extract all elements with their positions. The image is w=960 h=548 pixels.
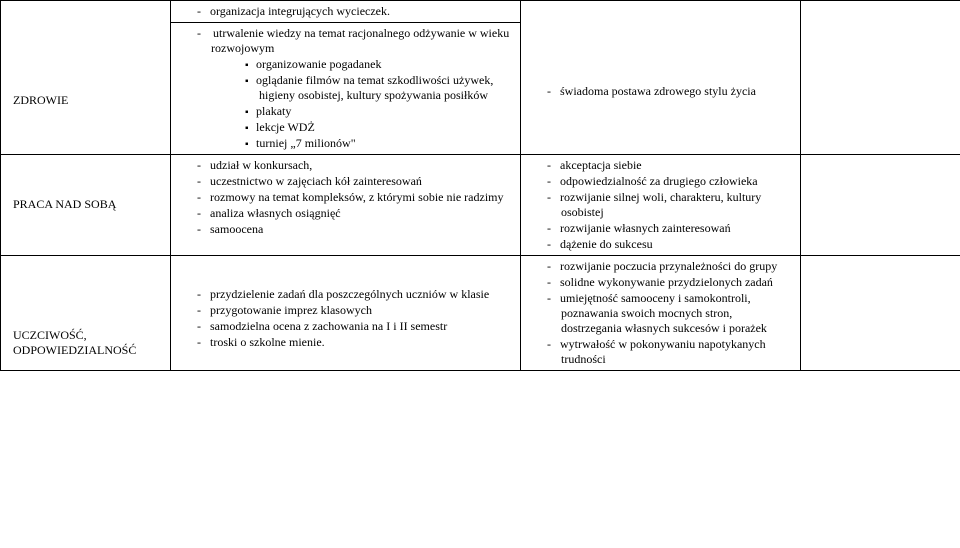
- detail-item: samoocena: [197, 222, 514, 237]
- detail-text: utrwalenie wiedzy na temat racjonalnego …: [211, 26, 509, 55]
- table-row: ZDROWIE organizacja integrujących wyciec…: [1, 1, 960, 23]
- outcome-item: umiejętność samooceny i samokontroli, po…: [547, 291, 794, 336]
- category-label: ZDROWIE: [13, 93, 68, 107]
- table-row: UCZCIWOŚĆ, ODPOWIEDZIALNOŚĆ przydzieleni…: [1, 256, 960, 371]
- detail-item: utrwalenie wiedzy na temat racjonalnego …: [197, 26, 514, 151]
- outcome-item: wytrwałość w pokonywaniu napotykanych tr…: [547, 337, 794, 367]
- outcome-item: rozwijanie silnej woli, charakteru, kult…: [547, 190, 794, 220]
- outcome-item: rozwijanie poczucia przynależności do gr…: [547, 259, 794, 274]
- sub-item: turniej „7 milionów": [245, 136, 514, 151]
- outcome-item: akceptacja siebie: [547, 158, 794, 173]
- blank-cell: [801, 155, 960, 256]
- detail-item: samodzielna ocena z zachowania na I i II…: [197, 319, 514, 334]
- blank-cell: [801, 1, 960, 155]
- curriculum-table: ZDROWIE organizacja integrujących wyciec…: [0, 0, 960, 371]
- category-label: PRACA NAD SOBĄ: [13, 197, 116, 211]
- detail-item: troski o szkolne mienie.: [197, 335, 514, 350]
- detail-item: analiza własnych osiągnięć: [197, 206, 514, 221]
- detail-item: przydzielenie zadań dla poszczególnych u…: [197, 287, 514, 302]
- outcome-item: solidne wykonywanie przydzielonych zadań: [547, 275, 794, 290]
- detail-item: rozmowy na temat kompleksów, z którymi s…: [197, 190, 514, 205]
- table-row: PRACA NAD SOBĄ udział w konkursach, ucze…: [1, 155, 960, 256]
- sub-item: organizowanie pogadanek: [245, 57, 514, 72]
- outcome-item: świadoma postawa zdrowego stylu życia: [547, 84, 794, 99]
- category-label-line2: ODPOWIEDZIALNOŚĆ: [13, 343, 136, 357]
- detail-item: przygotowanie imprez klasowych: [197, 303, 514, 318]
- sub-item: oglądanie filmów na temat szkodliwości u…: [245, 73, 514, 103]
- sub-item: plakaty: [245, 104, 514, 119]
- outcome-item: dążenie do sukcesu: [547, 237, 794, 252]
- detail-item: uczestnictwo w zajęciach kół zainteresow…: [197, 174, 514, 189]
- sub-item: lekcje WDŻ: [245, 120, 514, 135]
- category-label-line1: UCZCIWOŚĆ,: [13, 328, 87, 342]
- detail-item: udział w konkursach,: [197, 158, 514, 173]
- outcome-item: rozwijanie własnych zainteresowań: [547, 221, 794, 236]
- outcome-item: odpowiedzialność za drugiego człowieka: [547, 174, 794, 189]
- detail-item: organizacja integrujących wycieczek.: [197, 4, 514, 19]
- blank-cell: [801, 256, 960, 371]
